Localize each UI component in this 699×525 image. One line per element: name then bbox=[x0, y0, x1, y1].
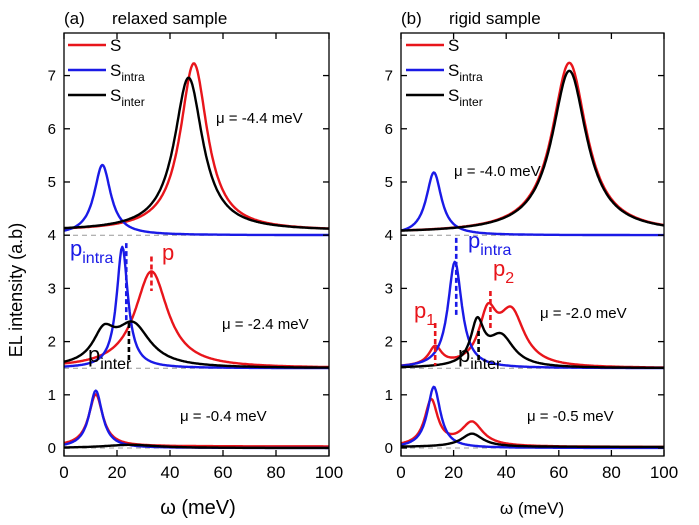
y-tick-label: 6 bbox=[48, 121, 56, 138]
x-tick-label: 60 bbox=[549, 463, 568, 482]
y-tick-label: 2 bbox=[385, 334, 393, 351]
peak-label-pintra: pintra bbox=[468, 228, 511, 259]
y-tick-label: 2 bbox=[48, 334, 56, 351]
y-tick-label: 5 bbox=[385, 174, 393, 191]
panel-title: relaxed sample bbox=[112, 9, 227, 28]
x-axis-label-left: ω (meV) bbox=[160, 497, 236, 519]
mu-label: μ = -0.4 meV bbox=[180, 408, 267, 425]
peak-label-pinter: pinter bbox=[458, 342, 502, 373]
peak-label-pinter: pinter bbox=[88, 342, 132, 373]
curve-s-offset-0 bbox=[63, 62, 330, 230]
x-tick-label: 100 bbox=[650, 463, 678, 482]
y-tick-label: 5 bbox=[48, 174, 56, 191]
panel-label: (a) bbox=[64, 9, 85, 28]
curve-s-inter-offset-1 bbox=[400, 315, 665, 369]
x-axis-label-right: ω (meV) bbox=[500, 499, 564, 518]
x-tick-label: 40 bbox=[497, 463, 516, 482]
panel-rigid-sample: μ = -4.0 meV μ = -2.0 meV μ = -0.5 meV pint… bbox=[385, 9, 679, 482]
mu-label: μ = -4.0 meV bbox=[454, 163, 541, 180]
mu-label: μ = -0.5 meV bbox=[527, 408, 614, 425]
y-tick-label: 6 bbox=[385, 121, 393, 138]
x-tick-label: 0 bbox=[59, 463, 68, 482]
y-tick-label: 4 bbox=[48, 227, 56, 244]
legend-entry-s: S bbox=[110, 36, 121, 55]
curve-s-inter-offset-2 bbox=[63, 443, 330, 450]
legend-entry-s-intra: Sintra bbox=[110, 61, 145, 84]
y-tick-label: 3 bbox=[48, 280, 56, 297]
plot-frame bbox=[63, 32, 330, 457]
legend-entry-s-intra: Sintra bbox=[448, 61, 483, 84]
x-tick-label: 60 bbox=[214, 463, 233, 482]
curve-s-inter-offset-2 bbox=[400, 432, 665, 449]
y-tick-label: 3 bbox=[385, 280, 393, 297]
plot-frame bbox=[400, 32, 665, 457]
peak-label-p: p bbox=[162, 240, 174, 265]
y-tick-label: 7 bbox=[385, 68, 393, 85]
curve-s-inter-offset-0 bbox=[63, 76, 330, 230]
y-tick-label: 0 bbox=[48, 440, 56, 457]
legend-entry-s: S bbox=[448, 36, 459, 55]
x-tick-label: 20 bbox=[444, 463, 463, 482]
mu-label: μ = -2.0 meV bbox=[540, 305, 627, 322]
x-tick-label: 40 bbox=[161, 463, 180, 482]
peak-label-p2: p2 bbox=[493, 256, 514, 287]
x-tick-label: 80 bbox=[267, 463, 286, 482]
legend-entry-s-inter: Sinter bbox=[448, 86, 483, 109]
panel-label: (b) bbox=[401, 9, 422, 28]
curve-s-inter-offset-0 bbox=[400, 69, 665, 232]
mu-label: μ = -4.4 meV bbox=[216, 110, 303, 127]
y-tick-label: 1 bbox=[385, 387, 393, 404]
legend-entry-s-inter: Sinter bbox=[110, 86, 145, 109]
panel-relaxed-sample: μ = -4.4 meV μ = -2.4 meV μ = -0.4 meV pint… bbox=[48, 9, 344, 482]
panel-title: rigid sample bbox=[449, 9, 541, 28]
y-axis-label: EL intensity (a.b) bbox=[6, 223, 26, 357]
curve-s-intra-offset-0 bbox=[63, 163, 330, 237]
x-tick-label: 0 bbox=[396, 463, 405, 482]
y-tick-label: 1 bbox=[48, 387, 56, 404]
peak-label-pintra: pintra bbox=[70, 236, 113, 267]
curve-s-intra-offset-0 bbox=[400, 171, 665, 237]
y-tick-label: 4 bbox=[385, 227, 393, 244]
x-tick-label: 80 bbox=[602, 463, 621, 482]
x-tick-label: 100 bbox=[315, 463, 343, 482]
x-tick-label: 20 bbox=[108, 463, 127, 482]
y-tick-label: 0 bbox=[385, 440, 393, 457]
y-tick-label: 7 bbox=[48, 68, 56, 85]
mu-label: μ = -2.4 meV bbox=[222, 316, 309, 333]
curve-s-inter-offset-1 bbox=[63, 320, 330, 369]
peak-label-p1: p1 bbox=[414, 298, 435, 329]
curve-s-offset-0 bbox=[400, 61, 665, 232]
